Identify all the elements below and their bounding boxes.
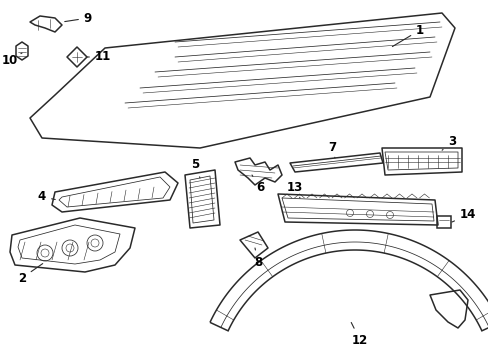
- Text: 2: 2: [18, 264, 42, 284]
- Text: 13: 13: [286, 181, 303, 198]
- Text: 14: 14: [451, 208, 475, 222]
- Text: 3: 3: [441, 135, 455, 150]
- Text: 12: 12: [350, 323, 367, 346]
- Text: 8: 8: [253, 248, 262, 269]
- Text: 9: 9: [64, 12, 92, 24]
- Text: 1: 1: [391, 23, 423, 46]
- Text: 11: 11: [87, 50, 111, 63]
- Bar: [436, 216, 450, 228]
- Text: 5: 5: [190, 158, 200, 178]
- Text: 10: 10: [2, 53, 22, 67]
- Text: 4: 4: [38, 190, 55, 203]
- Text: 7: 7: [327, 141, 335, 158]
- Text: 6: 6: [251, 175, 264, 194]
